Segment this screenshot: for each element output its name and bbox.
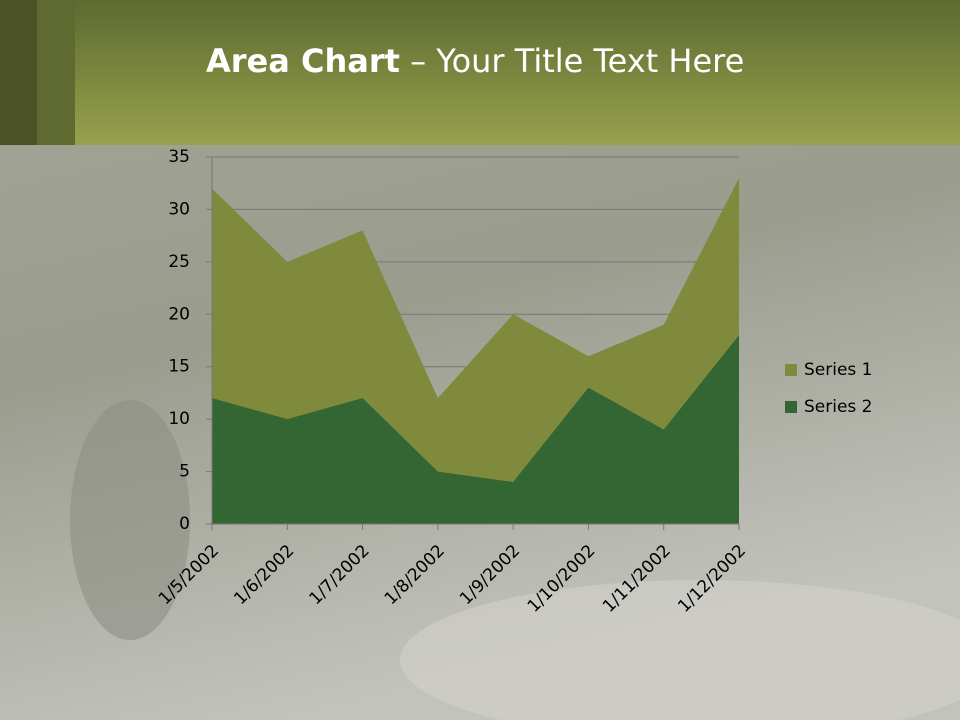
y-tick-label: 10	[168, 409, 190, 429]
header-stripe	[0, 0, 37, 145]
photo-figure	[70, 400, 190, 640]
y-tick-label: 0	[179, 514, 190, 534]
photo-rocks	[400, 580, 960, 720]
y-tick-label: 5	[179, 462, 190, 482]
legend-label: Series 2	[804, 397, 873, 417]
legend-swatch	[785, 364, 797, 376]
legend-swatch	[785, 401, 797, 413]
area	[212, 335, 739, 524]
slide-title: Area Chart – Your Title Text Here	[206, 42, 744, 80]
header-band	[0, 0, 960, 145]
y-tick-label: 30	[168, 199, 190, 219]
header-stripe	[37, 0, 75, 145]
title-bold: Area Chart	[206, 42, 400, 80]
y-tick-label: 20	[168, 304, 190, 324]
legend-label: Series 1	[804, 360, 873, 380]
title-rest: – Your Title Text Here	[410, 42, 744, 80]
y-tick-label: 15	[168, 357, 190, 377]
y-tick-label: 35	[168, 147, 190, 167]
y-tick-label: 25	[168, 252, 190, 272]
